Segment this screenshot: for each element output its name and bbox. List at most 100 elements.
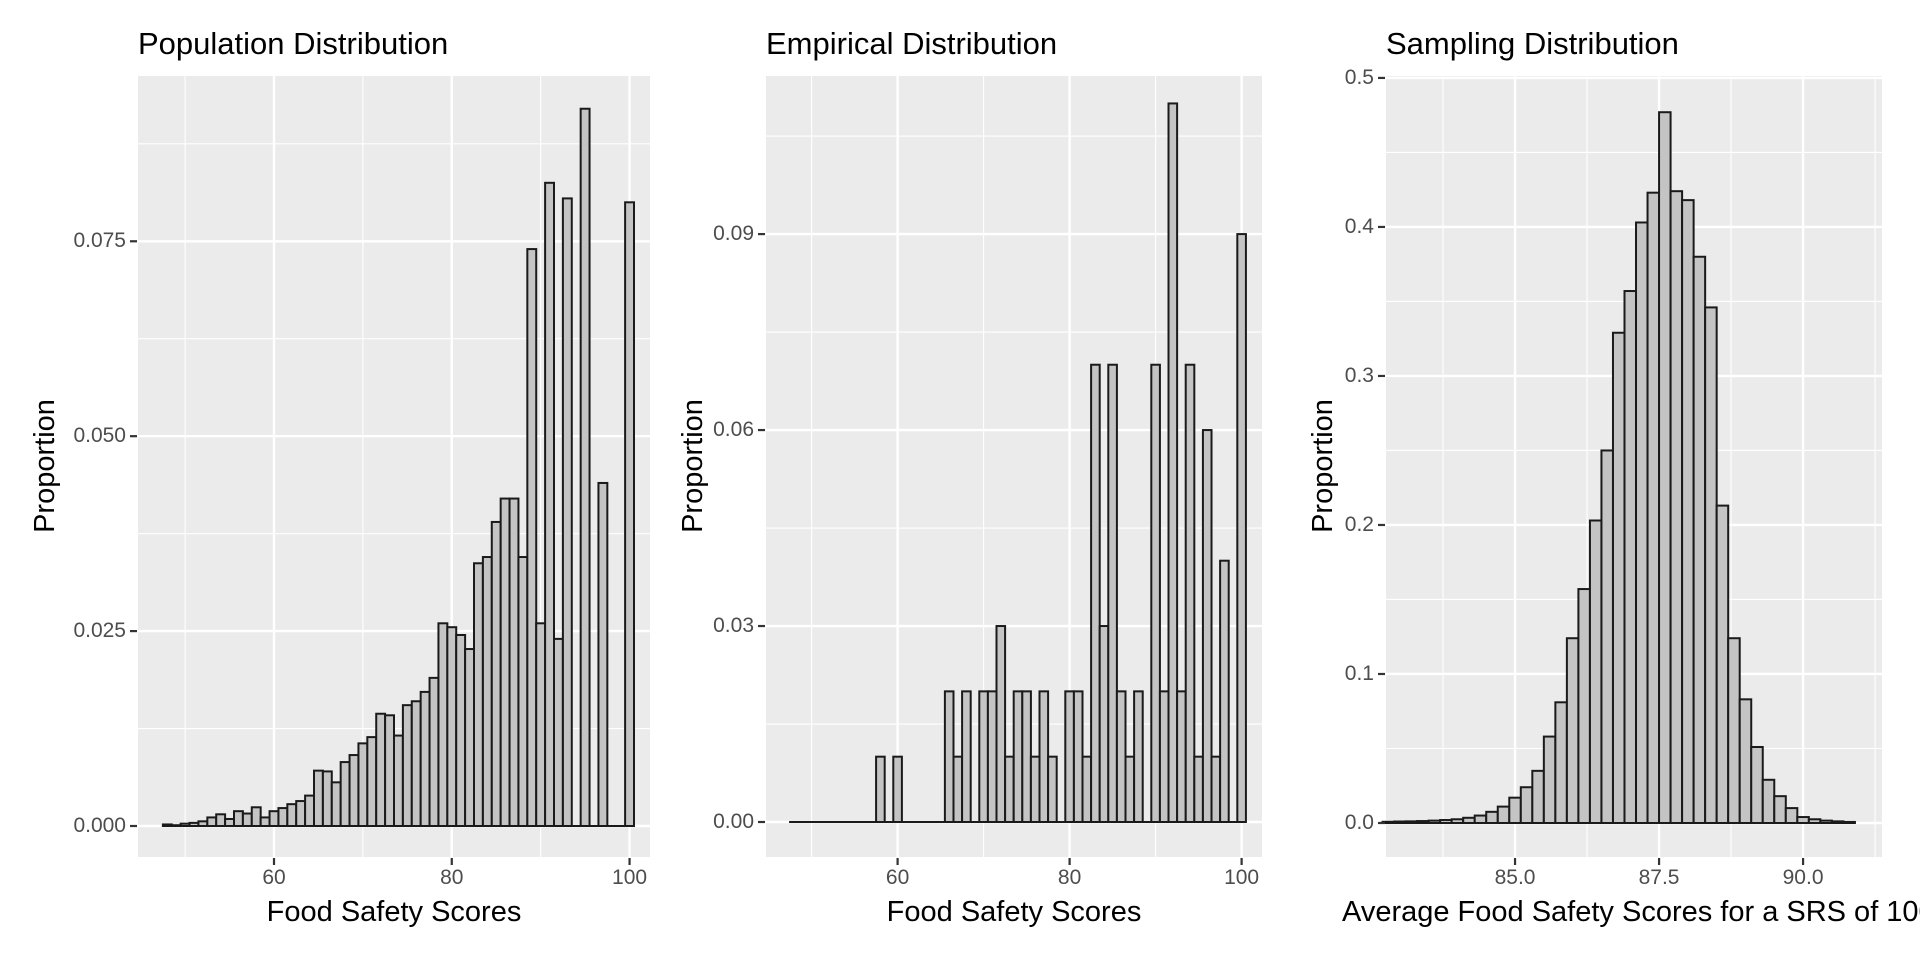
x-tick-label: 100 [612,866,648,889]
histogram-bar [268,810,280,828]
histogram-bar [1554,701,1568,824]
histogram-bar [1669,190,1684,825]
histogram-bar [526,248,538,828]
histogram-bar [1184,363,1196,823]
histogram-bar [393,734,404,828]
x-tick-label: 87.5 [1638,866,1680,889]
histogram-bar [161,823,173,827]
y-tick-label: 0.06 [713,418,754,442]
histogram-bar [384,714,396,828]
x-tick-label: 100 [1224,866,1260,889]
histogram-bar [259,816,271,828]
histogram-bar [553,637,564,828]
histogram-bar [978,690,989,823]
histogram-bar [286,803,298,827]
histogram-bar [1773,795,1787,824]
panel-3-x-axis-label: Average Food Safety Scores for a SRS of … [1342,896,1920,928]
histogram-bar [1004,755,1015,824]
histogram-bar [1646,191,1661,825]
histogram-bar [1577,588,1591,825]
histogram-bar [1064,690,1075,823]
histogram-bar [330,781,342,827]
histogram-bar [1738,698,1753,825]
histogram-bar [1496,805,1511,825]
histogram-bar [490,520,502,827]
histogram-bar [1176,690,1187,823]
histogram-bar [197,820,209,828]
histogram-bar [1531,769,1545,824]
histogram-bar [517,556,529,827]
histogram-bar [1047,755,1058,824]
x-tick-label: 85.0 [1494,866,1536,889]
histogram-bar [1393,820,1407,825]
histogram-bar [1623,290,1638,824]
x-tick-label: 60 [262,866,286,889]
histogram-bar [215,813,227,827]
histogram-bar [233,810,244,828]
histogram-bar [446,626,458,828]
histogram-bar [375,712,387,827]
histogram-bar [241,812,253,828]
histogram-bar [1124,755,1136,824]
histogram-bar [1462,816,1476,824]
histogram-bar [986,690,998,823]
histogram-bar [455,633,467,828]
histogram-bar [597,481,609,827]
y-tick-label: 0.000 [73,814,126,837]
y-tick-label: 0.0 [1344,811,1374,834]
histogram-bar [952,755,964,824]
histogram-bar [1727,637,1741,825]
histogram-bar [1692,255,1707,824]
histogram-bar [995,625,1007,823]
histogram-bar [1021,690,1032,823]
histogram-bar [1588,519,1603,825]
y-tick-label: 0.075 [73,229,126,253]
histogram-bar [1107,363,1118,823]
histogram-bar [1611,331,1626,824]
histogram-bar [321,770,333,828]
histogram-bar [464,648,476,828]
histogram-bar [508,497,520,827]
histogram-bar [1450,818,1465,824]
histogram-bar [561,197,573,827]
histogram-bar [1704,306,1718,824]
histogram-bar [179,822,191,828]
histogram-bar [1485,810,1499,824]
histogram-bar [943,690,955,823]
histogram-bar [348,754,360,828]
histogram-bar [1416,820,1430,825]
histogram-bar [481,556,493,827]
histogram-bar [206,816,218,828]
histogram-bar [544,181,555,828]
x-tick-label: 60 [885,866,910,889]
histogram-bar [410,700,422,828]
panel-2-x-axis-label: Food Safety Scores [886,896,1142,928]
histogram-bar [1830,820,1845,824]
histogram-bar [1201,429,1213,823]
histogram-bar [1427,819,1442,824]
histogram-bar [357,742,369,828]
histogram-bar [1115,690,1127,823]
histogram-bar [961,690,972,823]
y-tick-label: 0.03 [713,614,754,638]
histogram-bar [250,806,262,828]
histogram-bar [437,622,449,827]
y-tick-label: 0.025 [73,619,126,643]
histogram-bar [339,761,351,827]
histogram-bar [1542,735,1557,824]
histogram-bar [499,497,511,827]
histogram-bar [1081,755,1093,824]
histogram-bar [366,736,378,828]
histogram-bar [1715,504,1730,824]
histogram-bar [1098,625,1110,823]
histogram-bar [1219,559,1230,823]
histogram-bar [304,794,316,828]
histogram-bar [1784,807,1799,825]
histogram-bar [1158,690,1170,823]
histogram-bar [1404,820,1419,824]
histogram-bar [1012,690,1024,823]
histogram-bar [1090,363,1101,823]
histogram-bar [1681,199,1695,825]
